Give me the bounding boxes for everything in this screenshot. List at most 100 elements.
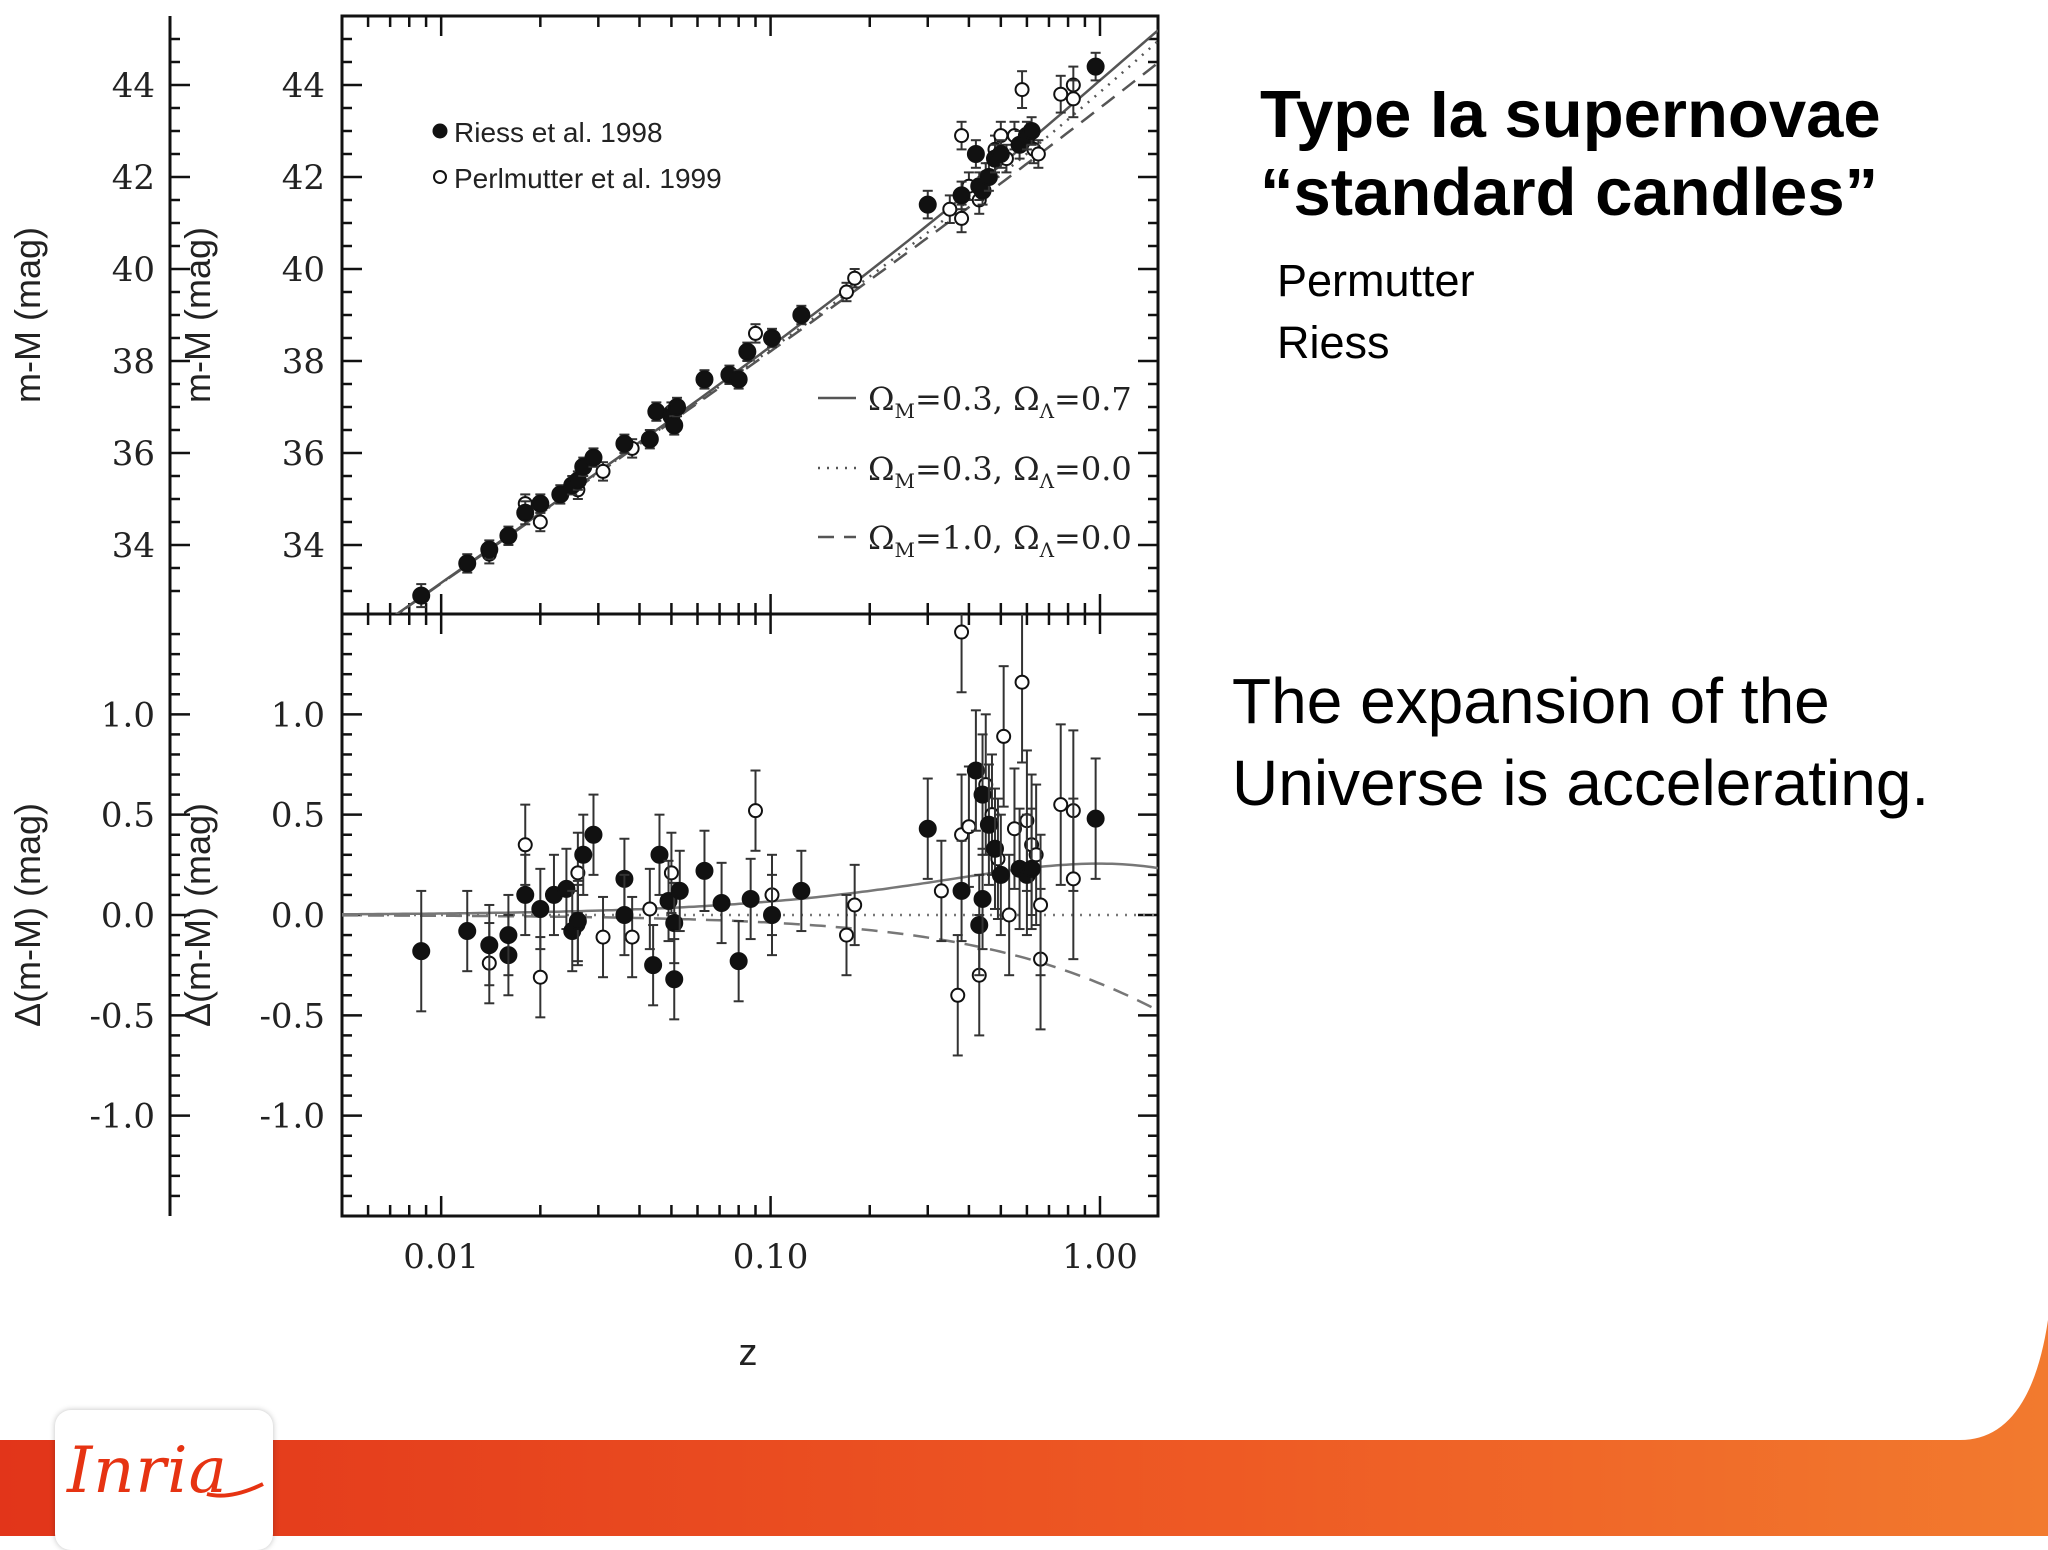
legend-label-model: ΩM=0.3, ΩΛ=0.0 bbox=[868, 450, 1132, 493]
riess-residual-point bbox=[712, 893, 731, 912]
perlmutter-residual-point bbox=[1006, 821, 1022, 837]
riess-residual-point bbox=[792, 881, 811, 900]
y-tick-label: 42 bbox=[282, 158, 325, 198]
y-tick-label-outer: 42 bbox=[112, 158, 155, 198]
riess-point bbox=[584, 448, 603, 467]
riess-residual-point bbox=[763, 906, 782, 924]
perlmutter-point bbox=[532, 514, 548, 530]
perlmutter-point bbox=[748, 325, 764, 341]
riess-residual-point bbox=[670, 881, 689, 900]
riess-point bbox=[480, 540, 499, 559]
perlmutter-residual-point bbox=[933, 883, 949, 899]
riess-point bbox=[991, 145, 1010, 163]
logo-swash-icon bbox=[206, 1482, 264, 1498]
y-tick-label: 36 bbox=[282, 434, 325, 474]
y-tick-label-outer: 1.0 bbox=[101, 695, 155, 735]
riess-residual-point bbox=[557, 879, 576, 898]
riess-residual-point bbox=[480, 936, 499, 955]
residual-curve-dashed bbox=[342, 914, 1158, 1012]
riess-point bbox=[792, 306, 811, 324]
riess-residual-point bbox=[695, 861, 714, 880]
perlmutter-residual-point bbox=[624, 929, 640, 945]
riess-point bbox=[499, 526, 518, 545]
perlmutter-residual-point bbox=[847, 897, 863, 913]
perlmutter-residual-point bbox=[950, 987, 966, 1003]
y-tick-label: 0.5 bbox=[271, 796, 325, 836]
legend-label-perlmutter: Perlmutter et al. 1999 bbox=[454, 163, 722, 194]
riess-residual-point bbox=[659, 891, 678, 910]
riess-residual-point bbox=[665, 970, 684, 989]
author-item: Riess bbox=[1277, 317, 1390, 368]
y-tick-label-outer: 38 bbox=[112, 342, 155, 382]
y-tick-label-outer: 34 bbox=[112, 526, 155, 566]
perlmutter-residual-point bbox=[517, 837, 533, 853]
y-tick-label-outer: 44 bbox=[112, 66, 155, 106]
riess-residual-point bbox=[458, 922, 477, 941]
perlmutter-point bbox=[954, 210, 970, 226]
riess-residual-point bbox=[973, 785, 992, 804]
inria-logo-text: Inria bbox=[67, 1434, 228, 1508]
riess-residual-point bbox=[729, 952, 748, 971]
riess-residual-point bbox=[1086, 809, 1105, 828]
riess-residual-point bbox=[665, 914, 684, 933]
y-axis-label: m-M (mag) bbox=[177, 227, 218, 403]
riess-point bbox=[640, 430, 659, 449]
perlmutter-point bbox=[595, 463, 611, 479]
riess-residual-point bbox=[979, 815, 998, 834]
perlmutter-point bbox=[847, 270, 863, 286]
perlmutter-residual-point bbox=[1033, 897, 1049, 913]
riess-residual-point bbox=[973, 889, 992, 908]
perlmutter-point bbox=[1014, 82, 1030, 98]
riess-point bbox=[458, 554, 477, 573]
perlmutter-residual-point bbox=[1001, 907, 1017, 923]
perlmutter-residual-point bbox=[1014, 674, 1030, 690]
y-tick-label-outer: 40 bbox=[112, 250, 155, 290]
perlmutter-residual-point bbox=[532, 969, 548, 985]
riess-residual-point bbox=[574, 845, 593, 864]
riess-residual-point bbox=[412, 942, 431, 961]
riess-residual-point bbox=[991, 865, 1010, 884]
perlmutter-point bbox=[1053, 86, 1069, 102]
perlmutter-residual-point bbox=[996, 728, 1012, 744]
riess-residual-point bbox=[966, 761, 985, 780]
hubble-panel bbox=[394, 29, 1158, 614]
y-tick-label: -0.5 bbox=[259, 996, 325, 1036]
slide-title: Type Ia supernovae “standard candles” bbox=[1260, 76, 1881, 232]
residual-panel bbox=[342, 614, 1158, 1057]
legend-label-model: ΩM=0.3, ΩΛ=0.7 bbox=[868, 380, 1132, 423]
riess-residual-point bbox=[952, 881, 971, 900]
perlmutter-residual-point bbox=[642, 901, 658, 917]
legend-marker-perlmutter bbox=[433, 170, 447, 184]
y-tick-label-outer: 36 bbox=[112, 434, 155, 474]
perlmutter-residual-point bbox=[1065, 871, 1081, 887]
y-tick-label-outer: -0.5 bbox=[89, 996, 155, 1036]
y-tick-label-outer: 0.0 bbox=[101, 896, 155, 936]
riess-point bbox=[918, 195, 937, 214]
riess-residual-point bbox=[918, 819, 937, 838]
riess-point bbox=[966, 145, 985, 163]
perlmutter-point bbox=[838, 284, 854, 300]
riess-point bbox=[668, 398, 687, 416]
riess-point bbox=[738, 342, 757, 361]
author-list: Permutter Riess bbox=[1277, 250, 1475, 374]
riess-residual-point bbox=[985, 839, 1004, 858]
riess-point bbox=[729, 370, 748, 389]
perlmutter-residual-point bbox=[954, 624, 970, 640]
riess-residual-point bbox=[741, 889, 760, 908]
perlmutter-residual-point bbox=[570, 865, 586, 881]
perlmutter-point bbox=[942, 201, 958, 217]
conclusion-line-2: Universe is accelerating. bbox=[1232, 747, 1930, 819]
y-tick-label: 44 bbox=[282, 66, 325, 106]
riess-residual-point bbox=[615, 906, 634, 924]
y-axis-label-outer: Δ(m-M) (mag) bbox=[7, 803, 48, 1027]
x-axis-label: z bbox=[739, 1332, 758, 1374]
y-tick-label: 1.0 bbox=[271, 695, 325, 735]
y-tick-label: 40 bbox=[282, 250, 325, 290]
inria-logo[interactable]: Inria bbox=[55, 1410, 273, 1550]
riess-point bbox=[763, 329, 782, 347]
riess-residual-point bbox=[516, 885, 535, 904]
y-tick-label-outer: -1.0 bbox=[89, 1097, 155, 1137]
riess-residual-point bbox=[584, 825, 603, 844]
